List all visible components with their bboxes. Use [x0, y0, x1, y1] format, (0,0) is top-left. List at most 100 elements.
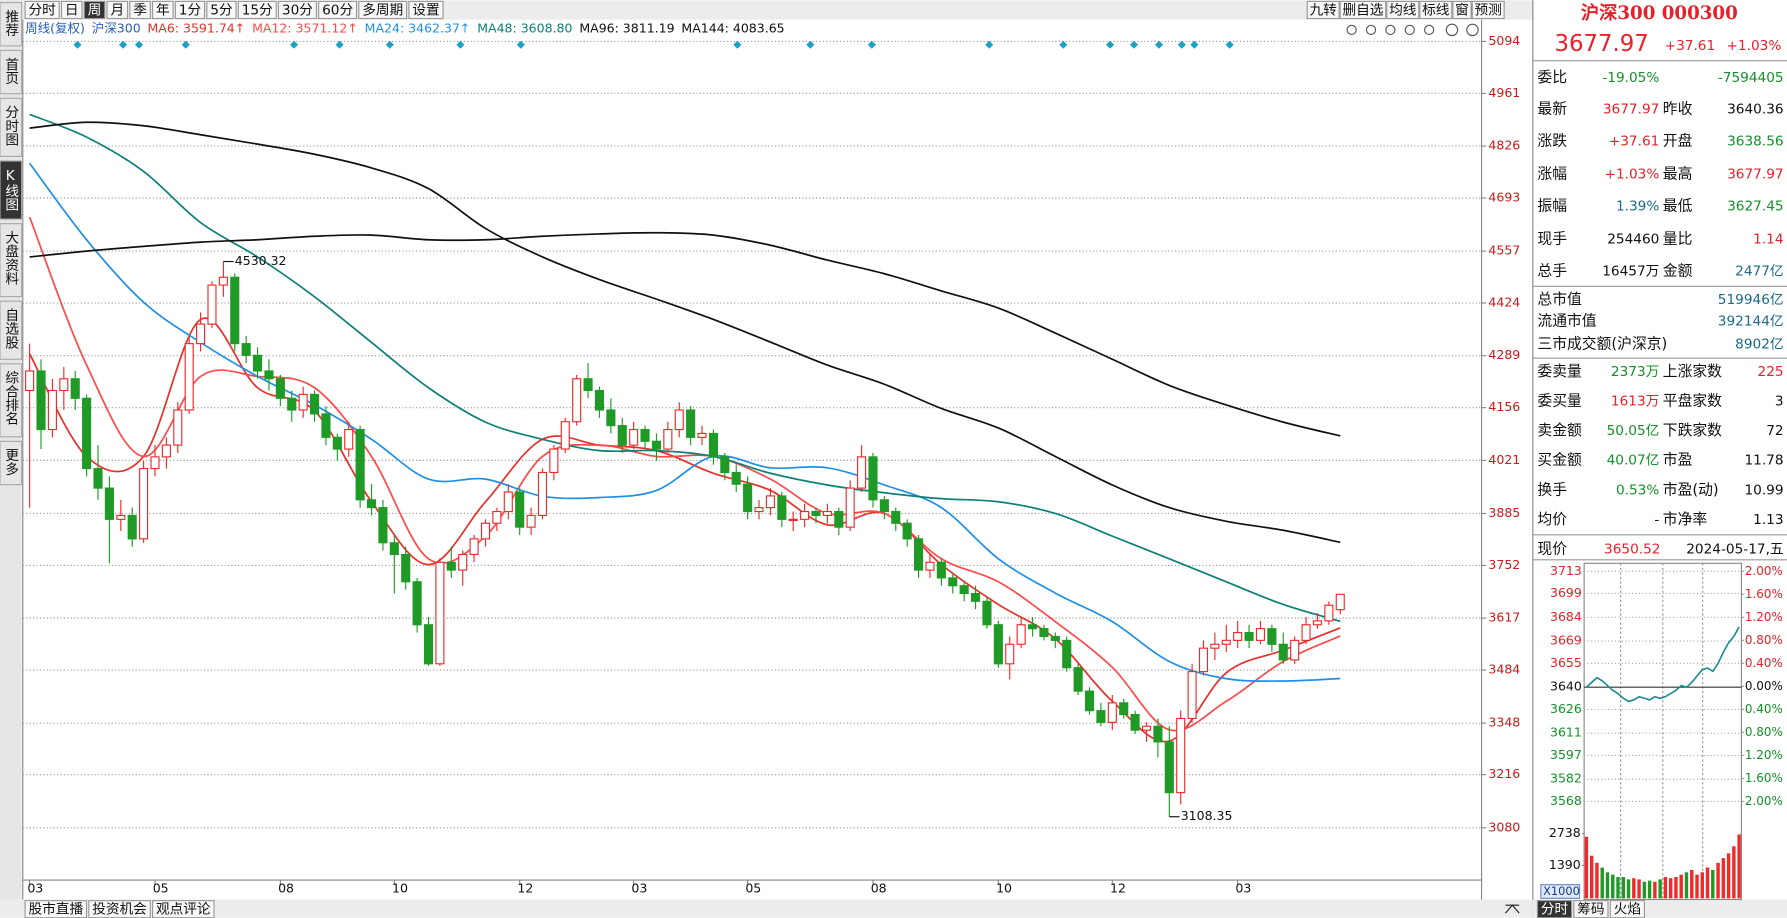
- tool-button[interactable]: 删自选: [1342, 3, 1383, 19]
- period-button[interactable]: 5分: [210, 3, 233, 19]
- candle-body: [1301, 624, 1311, 641]
- candle-body: [184, 343, 194, 411]
- volume-unit: X1000: [1543, 884, 1580, 898]
- sidebar-tab[interactable]: 分时图: [2, 105, 19, 146]
- candle-body: [800, 510, 810, 520]
- chart-tools[interactable]: [1346, 23, 1479, 37]
- period-button[interactable]: 60分: [322, 3, 353, 19]
- quote-value: 1.13: [1753, 512, 1783, 528]
- candle-body: [572, 378, 582, 423]
- candle-body: [1210, 643, 1220, 649]
- status-tab[interactable]: 股市直播: [28, 901, 83, 918]
- period-button[interactable]: 15分: [242, 3, 273, 19]
- x-tick-label: 03: [27, 881, 43, 896]
- sidebar-tab[interactable]: 自选股: [2, 308, 19, 350]
- y-tick-label: 4424: [1488, 295, 1520, 310]
- quote-label: 总手: [1537, 263, 1567, 280]
- candle-body: [1005, 643, 1015, 665]
- candle-body: [344, 428, 354, 450]
- tool-button[interactable]: 窗: [1455, 2, 1469, 19]
- quote-label: 最低: [1663, 198, 1693, 215]
- volume-bar: [1642, 881, 1647, 899]
- period-button[interactable]: 年: [156, 3, 170, 19]
- candle-body: [959, 585, 969, 595]
- panel-tab[interactable]: 火焰: [1614, 902, 1641, 918]
- period-button[interactable]: 设置: [412, 3, 439, 19]
- volume-label: 1390: [1549, 857, 1581, 872]
- candle-body: [36, 370, 46, 431]
- panel-tab[interactable]: 筹码: [1577, 901, 1604, 918]
- mini-label: 现价: [1537, 541, 1567, 558]
- tool-button[interactable]: 标线: [1422, 3, 1450, 19]
- candle-body: [743, 483, 753, 513]
- candle-body: [537, 471, 548, 517]
- volume-bar: [1584, 836, 1589, 899]
- candle-body: [765, 495, 775, 509]
- candle-body: [321, 413, 331, 438]
- sidebar-tab[interactable]: K线图: [2, 168, 19, 212]
- mini-y2-label: 1.20%: [1745, 748, 1783, 762]
- period-button[interactable]: 月: [110, 3, 124, 19]
- x-tick-label: 10: [392, 881, 408, 896]
- candle-body: [1324, 604, 1334, 622]
- candle-body: [298, 393, 308, 411]
- scroll-top-icon[interactable]: [1505, 904, 1520, 914]
- tool-button-bg: [1419, 0, 1453, 20]
- quote-label: 市盈: [1663, 452, 1693, 469]
- quote-label: 买金额: [1537, 452, 1582, 469]
- candle-body: [914, 538, 924, 571]
- sidebar-tab[interactable]: 综合排名: [2, 371, 19, 426]
- mini-date: 2024-05-17,五: [1686, 542, 1783, 558]
- candle-body: [606, 409, 616, 427]
- volume-bar: [1600, 867, 1604, 899]
- quote-label: 最高: [1663, 166, 1693, 183]
- volume-unit-bg: [1540, 884, 1581, 899]
- candle-body: [458, 553, 468, 571]
- period-button[interactable]: 周: [88, 3, 102, 19]
- x-tick-label: 03: [631, 881, 647, 896]
- candle-body: [1050, 635, 1060, 641]
- legend-entry: MA12: 3571.12↑: [252, 20, 358, 35]
- period-button[interactable]: 30分: [282, 3, 313, 19]
- panel-tab[interactable]: 分时: [1541, 902, 1569, 918]
- candle-body: [754, 507, 764, 513]
- mini-y2-label: 0.00%: [1745, 679, 1783, 693]
- period-button[interactable]: 多周期: [362, 2, 403, 19]
- quote-value: 3: [1775, 393, 1784, 409]
- tool-button-bg: [1386, 0, 1420, 20]
- quote-value: 254460: [1607, 232, 1659, 248]
- status-tab[interactable]: 投资机会: [92, 902, 147, 918]
- sidebar-tab[interactable]: 推荐: [2, 9, 19, 37]
- period-button-bg: [60, 0, 83, 20]
- mini-y-label: 3669: [1550, 633, 1582, 648]
- quote-value: 392144亿: [1718, 314, 1784, 330]
- sidebar-tab[interactable]: 首页: [2, 57, 19, 85]
- candle-body: [207, 284, 217, 325]
- mini-y2-label: 1.20%: [1745, 610, 1783, 624]
- tool-button[interactable]: 九转: [1309, 3, 1337, 19]
- candle-body: [720, 456, 730, 474]
- sidebar-tab[interactable]: 大盘资料: [2, 230, 19, 285]
- x-tick-label: 10: [996, 881, 1012, 896]
- candle-body: [834, 510, 844, 528]
- candle-body: [275, 378, 285, 399]
- period-button[interactable]: 分时: [28, 3, 56, 19]
- candle-body: [1267, 628, 1277, 645]
- y-tick-label: 3752: [1488, 557, 1520, 572]
- volume-bar: [1684, 872, 1689, 899]
- sidebar-tab[interactable]: 更多: [2, 448, 19, 476]
- quote-change-pct: +1.03%: [1726, 38, 1781, 54]
- quote-value: +37.61: [1609, 134, 1660, 150]
- period-button[interactable]: 日: [65, 3, 79, 19]
- period-button[interactable]: 季: [133, 3, 147, 19]
- period-button[interactable]: 1分: [179, 3, 202, 19]
- tool-button[interactable]: 均线: [1389, 3, 1417, 19]
- candle-body: [378, 507, 388, 544]
- panel-separators: [1532, 60, 1787, 561]
- volume-bar: [1621, 877, 1625, 899]
- candle-body: [1107, 702, 1117, 723]
- status-tab[interactable]: 观点评论: [156, 902, 211, 918]
- volume-bar: [1668, 878, 1673, 899]
- tool-button[interactable]: 预测: [1475, 3, 1502, 19]
